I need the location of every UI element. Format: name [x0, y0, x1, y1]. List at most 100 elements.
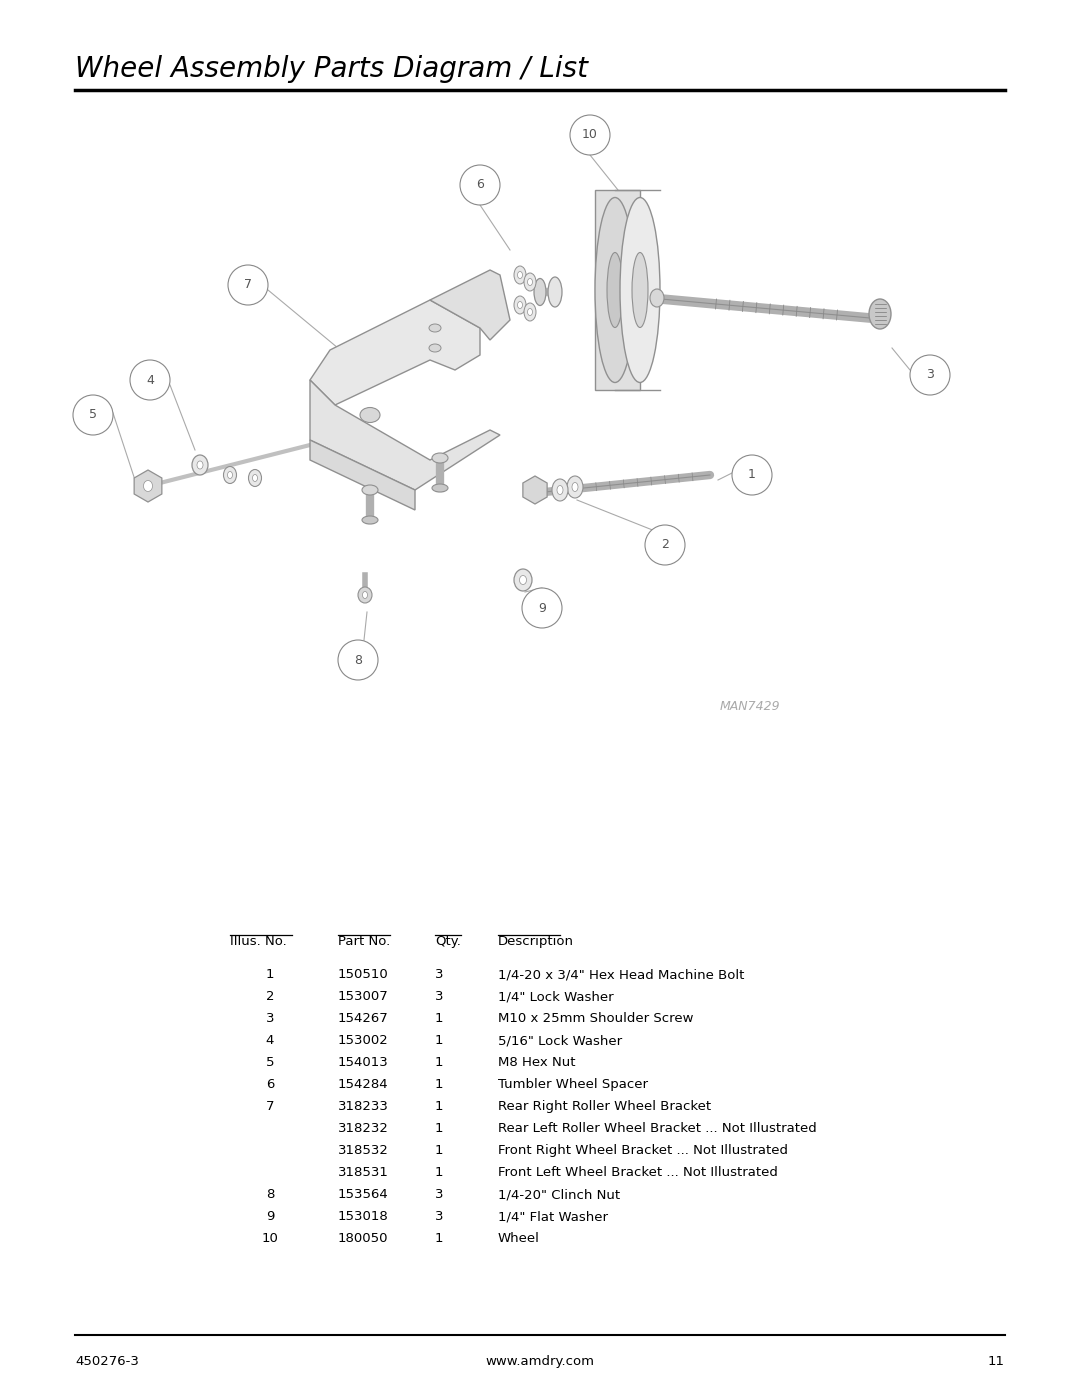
Text: 3: 3: [435, 1210, 444, 1222]
Polygon shape: [595, 190, 640, 390]
Ellipse shape: [519, 576, 527, 584]
Text: 1: 1: [435, 1144, 444, 1157]
Ellipse shape: [524, 303, 536, 321]
Text: 7: 7: [244, 278, 252, 292]
Text: 450276-3: 450276-3: [75, 1355, 139, 1368]
Text: 1: 1: [435, 1034, 444, 1046]
Polygon shape: [310, 440, 415, 510]
Text: Description: Description: [498, 935, 573, 949]
Text: 318233: 318233: [338, 1099, 389, 1113]
Text: 318232: 318232: [338, 1122, 389, 1134]
Ellipse shape: [572, 482, 578, 492]
Text: Qty.: Qty.: [435, 935, 461, 949]
Circle shape: [130, 360, 170, 400]
Text: 154013: 154013: [338, 1056, 389, 1069]
Text: 11: 11: [988, 1355, 1005, 1368]
Ellipse shape: [524, 272, 536, 291]
Ellipse shape: [632, 253, 648, 327]
Text: 318532: 318532: [338, 1144, 389, 1157]
Ellipse shape: [228, 472, 232, 479]
Text: 1/4" Lock Washer: 1/4" Lock Washer: [498, 990, 613, 1003]
Ellipse shape: [432, 453, 448, 462]
Ellipse shape: [595, 197, 635, 383]
Text: 10: 10: [261, 1232, 279, 1245]
Ellipse shape: [144, 481, 152, 492]
Text: Part No.: Part No.: [338, 935, 390, 949]
Text: 8: 8: [266, 1187, 274, 1201]
Text: 318531: 318531: [338, 1166, 389, 1179]
Text: 1: 1: [435, 1078, 444, 1091]
Text: Wheel Assembly Parts Diagram / List: Wheel Assembly Parts Diagram / List: [75, 54, 588, 82]
Text: 9: 9: [266, 1210, 274, 1222]
Ellipse shape: [360, 408, 380, 422]
Ellipse shape: [527, 309, 532, 316]
Circle shape: [645, 525, 685, 564]
Ellipse shape: [517, 271, 523, 278]
Text: 1/4" Flat Washer: 1/4" Flat Washer: [498, 1210, 608, 1222]
Text: 1/4-20" Clinch Nut: 1/4-20" Clinch Nut: [498, 1187, 620, 1201]
Text: 180050: 180050: [338, 1232, 389, 1245]
Polygon shape: [430, 270, 510, 339]
Text: 154267: 154267: [338, 1011, 389, 1025]
Circle shape: [522, 588, 562, 629]
Text: 8: 8: [354, 654, 362, 666]
Text: 10: 10: [582, 129, 598, 141]
Ellipse shape: [253, 475, 257, 482]
Text: 3: 3: [926, 369, 934, 381]
Polygon shape: [310, 300, 480, 405]
Text: 2: 2: [661, 538, 669, 552]
Circle shape: [228, 265, 268, 305]
Ellipse shape: [432, 483, 448, 492]
Text: 150510: 150510: [338, 968, 389, 981]
Polygon shape: [310, 380, 500, 490]
Ellipse shape: [429, 324, 441, 332]
Text: 1: 1: [266, 968, 274, 981]
Text: Front Left Wheel Bracket ... Not Illustrated: Front Left Wheel Bracket ... Not Illustr…: [498, 1166, 778, 1179]
Text: 1: 1: [435, 1099, 444, 1113]
Text: www.amdry.com: www.amdry.com: [486, 1355, 594, 1368]
Ellipse shape: [429, 344, 441, 352]
Ellipse shape: [620, 197, 660, 383]
Polygon shape: [134, 469, 162, 502]
Circle shape: [732, 455, 772, 495]
Circle shape: [73, 395, 113, 434]
Text: Front Right Wheel Bracket ... Not Illustrated: Front Right Wheel Bracket ... Not Illust…: [498, 1144, 788, 1157]
Text: 1: 1: [748, 468, 756, 482]
Text: 3: 3: [435, 1187, 444, 1201]
Text: 1: 1: [435, 1122, 444, 1134]
Text: 153018: 153018: [338, 1210, 389, 1222]
Circle shape: [338, 640, 378, 680]
Ellipse shape: [192, 455, 208, 475]
Ellipse shape: [869, 299, 891, 330]
Polygon shape: [523, 476, 548, 504]
Text: 7: 7: [266, 1099, 274, 1113]
Circle shape: [570, 115, 610, 155]
Text: Rear Left Roller Wheel Bracket ... Not Illustrated: Rear Left Roller Wheel Bracket ... Not I…: [498, 1122, 816, 1134]
Text: 1: 1: [435, 1011, 444, 1025]
Ellipse shape: [517, 302, 523, 309]
Ellipse shape: [357, 587, 372, 604]
Text: 5: 5: [266, 1056, 274, 1069]
Text: Illus. No.: Illus. No.: [230, 935, 287, 949]
Text: M10 x 25mm Shoulder Screw: M10 x 25mm Shoulder Screw: [498, 1011, 693, 1025]
Text: 1: 1: [435, 1232, 444, 1245]
Ellipse shape: [224, 467, 237, 483]
Text: Wheel: Wheel: [498, 1232, 540, 1245]
Text: 1: 1: [435, 1056, 444, 1069]
Text: 1: 1: [435, 1166, 444, 1179]
Ellipse shape: [514, 296, 526, 314]
Circle shape: [460, 165, 500, 205]
Text: 153564: 153564: [338, 1187, 389, 1201]
Circle shape: [910, 355, 950, 395]
Ellipse shape: [514, 265, 526, 284]
Ellipse shape: [567, 476, 583, 497]
Ellipse shape: [552, 479, 568, 502]
Text: 3: 3: [435, 990, 444, 1003]
Ellipse shape: [514, 569, 532, 591]
Ellipse shape: [534, 278, 546, 306]
Ellipse shape: [362, 485, 378, 495]
Text: 1/4-20 x 3/4" Hex Head Machine Bolt: 1/4-20 x 3/4" Hex Head Machine Bolt: [498, 968, 744, 981]
Text: M8 Hex Nut: M8 Hex Nut: [498, 1056, 576, 1069]
Ellipse shape: [248, 469, 261, 486]
Text: 153007: 153007: [338, 990, 389, 1003]
